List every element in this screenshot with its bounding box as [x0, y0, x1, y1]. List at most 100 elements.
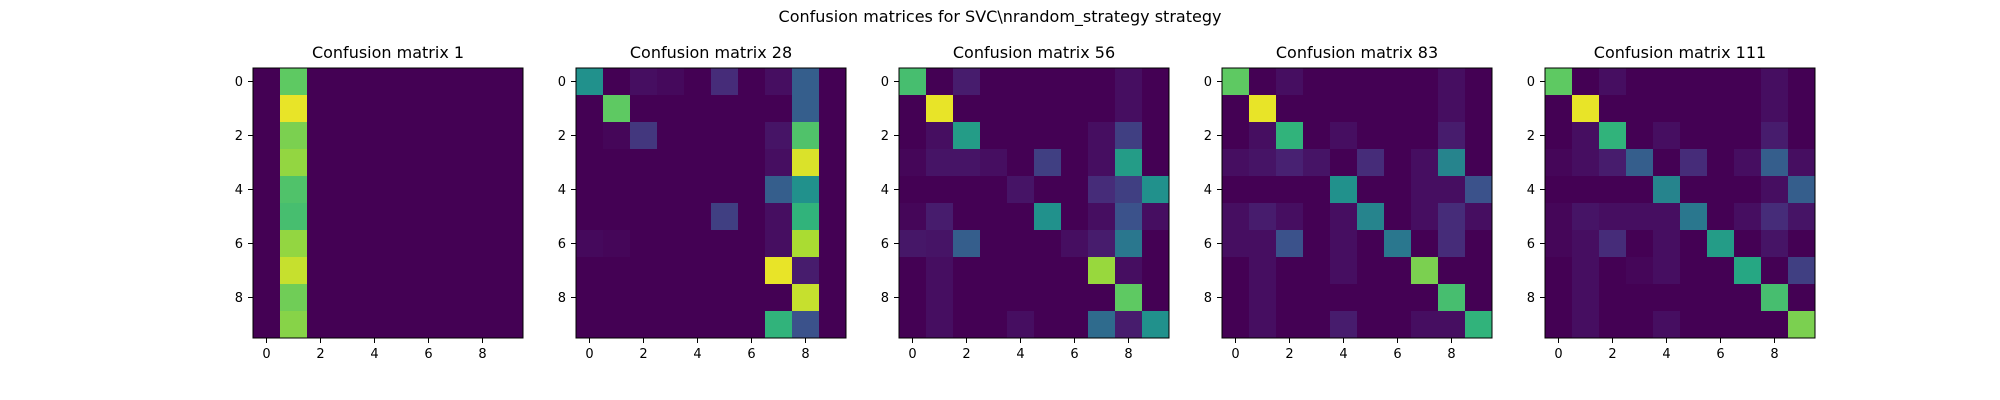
heatmap-cell	[1653, 284, 1681, 312]
heatmap-cell	[792, 230, 820, 258]
heatmap-cell	[576, 311, 604, 339]
heatmap-cell	[711, 176, 739, 204]
heatmap-cell	[1061, 203, 1089, 231]
heatmap-cell	[1007, 230, 1035, 258]
heatmap-cell	[253, 257, 281, 285]
heatmap-cell	[1061, 311, 1089, 339]
heatmap-cell	[1599, 257, 1627, 285]
heatmap-cell	[1599, 149, 1627, 177]
heatmap-cell	[1357, 284, 1385, 312]
heatmap-cell	[1276, 230, 1304, 258]
heatmap-cell	[388, 68, 416, 96]
heatmap-cell	[1545, 176, 1573, 204]
heatmap-cell	[1411, 257, 1439, 285]
heatmap-cell	[1599, 68, 1627, 96]
heatmap-cell	[1276, 257, 1304, 285]
heatmap-cell	[1761, 311, 1789, 339]
heatmap-cell	[1115, 284, 1143, 312]
heatmap-cell	[280, 257, 308, 285]
heatmap-cell	[711, 203, 739, 231]
y-tick-label: 4	[558, 183, 566, 198]
heatmap-cell	[1707, 176, 1735, 204]
heatmap-cell	[899, 176, 927, 204]
y-tick-label: 0	[558, 75, 566, 90]
y-tick-label: 4	[881, 183, 889, 198]
heatmap-cell	[792, 311, 820, 339]
heatmap-cell	[1088, 284, 1116, 312]
y-tick-label: 6	[558, 237, 566, 252]
heatmap-cell	[1707, 311, 1735, 339]
heatmap-cell	[1572, 149, 1600, 177]
heatmap-cell	[469, 122, 497, 150]
heatmap-cell	[603, 257, 631, 285]
heatmap-cell	[1088, 203, 1116, 231]
heatmap-cell	[334, 311, 362, 339]
heatmap-cell	[1411, 149, 1439, 177]
heatmap-cell	[1599, 122, 1627, 150]
heatmap-cell	[711, 122, 739, 150]
heatmap-cell	[711, 284, 739, 312]
heatmap-cell	[1707, 257, 1735, 285]
heatmap-cell	[1088, 311, 1116, 339]
heatmap-cell	[1626, 95, 1654, 123]
heatmap-cell	[819, 230, 847, 258]
heatmap-cell	[738, 284, 766, 312]
heatmap-cell	[819, 95, 847, 123]
heatmap-cell	[1761, 122, 1789, 150]
x-tick-label: 4	[1016, 347, 1024, 362]
heatmap-cell	[1438, 203, 1466, 231]
heatmap-cell	[926, 149, 954, 177]
heatmap-cell	[657, 230, 685, 258]
heatmap-cell	[657, 122, 685, 150]
heatmap-cell	[1761, 284, 1789, 312]
heatmap-cell	[1626, 284, 1654, 312]
heatmap-cell	[307, 68, 335, 96]
heatmap-cell	[1222, 311, 1250, 339]
heatmap-cell	[388, 95, 416, 123]
heatmap-cell	[1007, 149, 1035, 177]
heatmap-cell	[1653, 176, 1681, 204]
heatmap-cell	[576, 149, 604, 177]
heatmap-cell	[1034, 68, 1062, 96]
heatmap-cell	[1572, 95, 1600, 123]
heatmap-cell	[1007, 311, 1035, 339]
heatmap-cell	[603, 68, 631, 96]
heatmap-cell	[388, 230, 416, 258]
heatmap-cell	[899, 68, 927, 96]
heatmap-cell	[1788, 149, 1816, 177]
heatmap-cell	[657, 284, 685, 312]
heatmap-cell	[792, 68, 820, 96]
heatmap-cell	[1707, 284, 1735, 312]
axes-frame	[252, 67, 524, 339]
heatmap-cell	[684, 149, 712, 177]
heatmap-cell	[1761, 95, 1789, 123]
confusion-matrix-2: Confusion matrix 28 0 2 4 6 8 0 2 4 6 8	[558, 43, 847, 362]
heatmap-cell	[926, 95, 954, 123]
heatmap-cell	[1734, 311, 1762, 339]
heatmap-cell	[1465, 203, 1493, 231]
heatmap-cell	[899, 149, 927, 177]
heatmap-cell	[1330, 203, 1358, 231]
heatmap-cell	[1545, 95, 1573, 123]
heatmap-cell	[1303, 230, 1331, 258]
heatmap-cell	[1276, 149, 1304, 177]
heatmap-cell	[1626, 203, 1654, 231]
heatmap-cell	[738, 230, 766, 258]
heatmap-cell	[1061, 176, 1089, 204]
x-tick-label: 0	[1231, 347, 1239, 362]
heatmap-cell	[1788, 68, 1816, 96]
heatmap-cell	[953, 311, 981, 339]
heatmap-cell	[1680, 68, 1708, 96]
heatmap-cell	[1357, 311, 1385, 339]
heatmap-cell	[576, 257, 604, 285]
heatmap-cell	[819, 122, 847, 150]
heatmap-cell	[1142, 230, 1170, 258]
heatmap-cell	[1411, 176, 1439, 204]
heatmap-cell	[1142, 203, 1170, 231]
heatmap-cell	[899, 284, 927, 312]
heatmap-cell	[1142, 149, 1170, 177]
heatmap-cell	[307, 257, 335, 285]
heatmap-cell	[711, 149, 739, 177]
heatmap-cell	[711, 68, 739, 96]
heatmap-cell	[765, 203, 793, 231]
